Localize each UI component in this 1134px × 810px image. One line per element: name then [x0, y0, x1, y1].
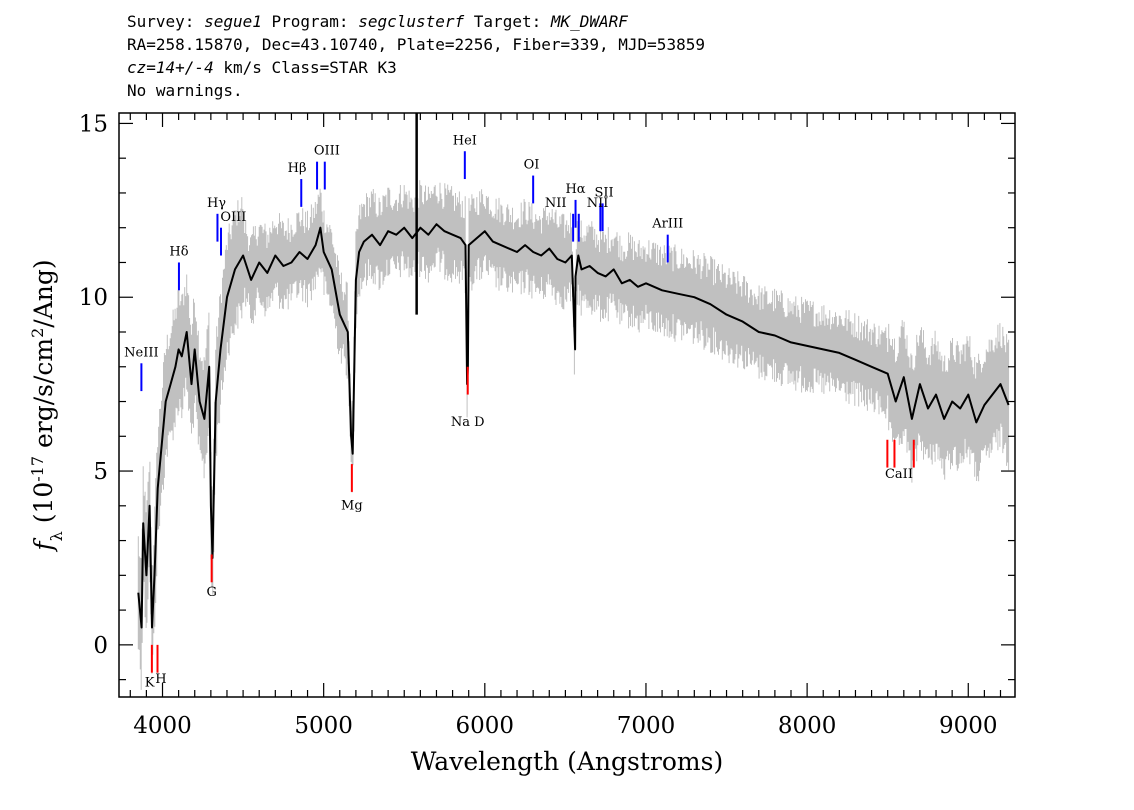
x-tick-label: 9000: [939, 713, 998, 739]
survey-label: Survey:: [127, 12, 205, 31]
line-label: NeIII: [124, 345, 158, 360]
header-line-2: RA=258.15870, Dec=43.10740, Plate=2256, …: [127, 35, 705, 54]
header-line-3: cz=14+/-4 km/s Class=STAR K3: [127, 56, 705, 79]
y-tick-label: 5: [93, 459, 108, 485]
line-label: Hγ: [207, 196, 226, 211]
target-label: Target:: [464, 12, 551, 31]
line-label: SII: [594, 185, 613, 200]
y-axis-label-text: fλ (10-17 erg/s/cm2/Ang): [28, 259, 66, 552]
line-marker-layer: [140, 151, 915, 673]
noise-band: [137, 180, 1010, 690]
line-label: Mg: [341, 498, 363, 513]
x-tick-label: 7000: [617, 713, 676, 739]
line-label: H: [155, 672, 166, 687]
noise-layer: [137, 180, 1010, 690]
line-label: Hα: [565, 182, 585, 197]
flux-layer: [137, 223, 1010, 629]
line-label: Hδ: [169, 245, 188, 260]
x-tick-label: 6000: [456, 713, 515, 739]
y-axis-label: fλ (10-17 erg/s/cm2/Ang): [28, 259, 66, 552]
x-tick-label: 8000: [778, 713, 837, 739]
plot-frame: [118, 112, 1016, 698]
header-line-1: Survey: segue1 Program: segclusterf Targ…: [127, 10, 705, 33]
y-tick-label: 0: [93, 633, 108, 659]
line-label: K: [145, 676, 155, 691]
x-tick-label: 4000: [133, 713, 192, 739]
x-axis-label: Wavelength (Angstroms): [411, 747, 723, 776]
y-axis-ticks: 0 5 10 15: [79, 111, 1015, 681]
line-label: HeI: [453, 133, 477, 148]
x-axis-ticks: 4000 5000 6000 7000 8000 9000: [129, 113, 1002, 739]
line-label: OIII: [314, 144, 340, 159]
redshift-value: cz=14+/-4: [127, 58, 214, 77]
program-value: segclusterf: [358, 12, 465, 31]
line-label: NII: [587, 196, 609, 211]
class-value: km/s Class=STAR K3: [213, 58, 397, 77]
line-label: G: [206, 585, 216, 600]
y-tick-label: 10: [79, 285, 108, 311]
target-value: MK_DWARF: [550, 12, 628, 31]
spectrum-header: Survey: segue1 Program: segclusterf Targ…: [127, 10, 705, 102]
y-tick-label: 15: [79, 111, 108, 137]
line-label: OIII: [220, 210, 246, 225]
x-tick-label: 5000: [294, 713, 353, 739]
survey-value: segue1: [204, 12, 262, 31]
line-label: Hβ: [288, 161, 307, 176]
line-label: OI: [524, 158, 540, 173]
header-line-4: No warnings.: [127, 81, 243, 100]
line-label: NII: [545, 196, 567, 211]
line-label: ArIII: [651, 217, 683, 232]
line-label: Na D: [451, 415, 485, 430]
line-label-layer: NeIIIHδHγOIIIHβOIIIHeIOINIIHαNIISIIArIII…: [124, 133, 913, 690]
line-label: CaII: [885, 467, 913, 482]
program-label: Program:: [261, 12, 359, 31]
flux-series: [137, 223, 1010, 629]
